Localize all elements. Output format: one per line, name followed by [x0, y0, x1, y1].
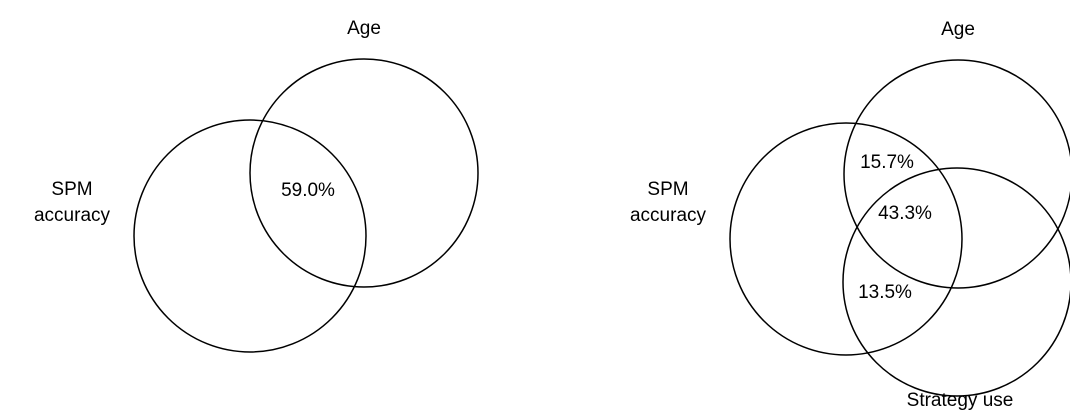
set-circle: [133, 119, 367, 353]
set-circle: [842, 167, 1070, 397]
set-label: Age: [941, 19, 975, 40]
set-label: Age: [347, 18, 381, 39]
set-label: accuracy: [630, 205, 707, 226]
set-label: SPM: [51, 179, 92, 200]
set-circle: [843, 59, 1070, 289]
region-label: 15.7%: [860, 152, 914, 173]
region-label: 59.0%: [281, 180, 335, 201]
set-circle: [249, 58, 479, 288]
set-label: Strategy use: [907, 390, 1014, 411]
region-label: 43.3%: [878, 203, 932, 224]
set-label: SPM: [647, 179, 688, 200]
set-label: accuracy: [34, 205, 111, 226]
region-label: 13.5%: [858, 282, 912, 303]
venn-two-set: SPM accuracy Age 59.0%: [34, 18, 479, 353]
set-circle: [729, 122, 963, 356]
venn-three-set: SPM accuracy Age Strategy use 15.7% 43.3…: [630, 19, 1070, 411]
